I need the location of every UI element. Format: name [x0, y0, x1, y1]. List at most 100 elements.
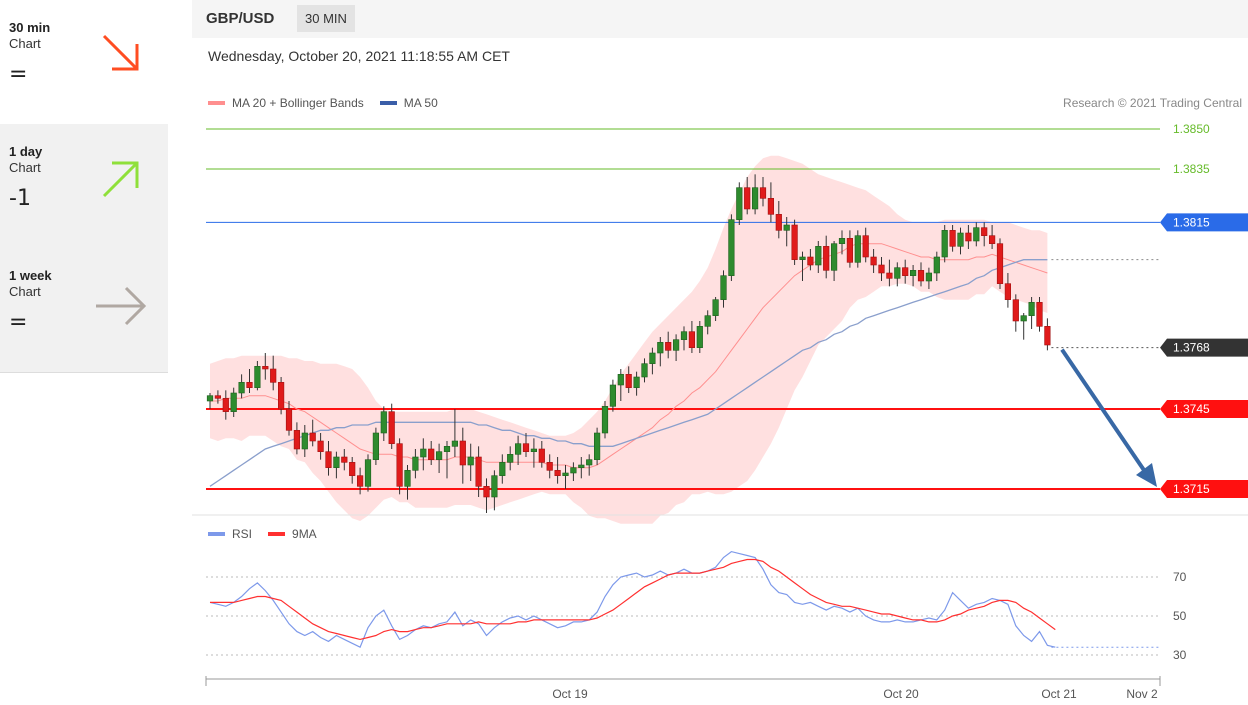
- candle: [807, 256, 814, 266]
- candle: [341, 456, 348, 463]
- forecast-arrow: [1060, 348, 1152, 481]
- signal-label: Chart: [9, 160, 41, 175]
- candle: [799, 256, 806, 260]
- candle: [981, 227, 988, 236]
- candle: [791, 224, 798, 260]
- timeframe-badge[interactable]: 30 MIN: [297, 5, 355, 32]
- candle: [696, 326, 703, 348]
- candle: [823, 246, 830, 271]
- candle: [356, 475, 364, 487]
- candle: [214, 395, 222, 399]
- candle: [317, 440, 324, 452]
- candle: [783, 224, 790, 231]
- candle: [538, 448, 545, 463]
- candle: [578, 464, 585, 468]
- candle: [285, 408, 293, 431]
- candle: [451, 440, 459, 447]
- candle: [467, 456, 474, 466]
- x-tick-label: Oct 20: [883, 687, 919, 701]
- signal-card-1week[interactable]: 1 week Chart =: [0, 248, 168, 373]
- candle: [846, 238, 853, 263]
- legend-ma50[interactable]: MA 50: [379, 96, 438, 110]
- candle: [522, 443, 530, 452]
- candle: [601, 406, 609, 434]
- candle: [435, 451, 443, 460]
- candle: [254, 366, 261, 388]
- candle: [514, 443, 522, 455]
- candle: [704, 315, 711, 327]
- arrow-right-icon: [96, 286, 147, 326]
- candles-group: [206, 174, 1051, 513]
- candle: [380, 411, 387, 434]
- candle: [617, 374, 624, 386]
- legend-bb[interactable]: MA 20 + Bollinger Bands: [208, 96, 364, 110]
- candle: [965, 232, 972, 242]
- candle: [562, 472, 569, 476]
- candle: [459, 440, 466, 466]
- candle: [570, 467, 577, 474]
- last-price-tag: [1160, 338, 1248, 357]
- candle: [1012, 299, 1019, 322]
- candle: [507, 454, 514, 463]
- level-label: 1.3745: [1173, 402, 1210, 416]
- candle: [396, 443, 403, 487]
- candle: [862, 235, 869, 258]
- candle: [957, 232, 964, 247]
- candle: [925, 272, 932, 282]
- rsi-tick-label: 50: [1173, 609, 1187, 623]
- signal-label: Chart: [9, 284, 41, 299]
- candle: [657, 342, 664, 354]
- candle: [443, 446, 451, 452]
- arrow-up-right-icon: [102, 161, 139, 198]
- candle: [649, 352, 656, 364]
- research-credit: Research © 2021 Trading Central: [1063, 96, 1242, 110]
- candle: [988, 235, 996, 244]
- x-tick-label: Oct 21: [1041, 687, 1077, 701]
- candle: [996, 243, 1004, 284]
- currency-pair: GBP/USD: [206, 10, 275, 27]
- candle: [546, 462, 553, 471]
- arrow-down-right-icon: [102, 34, 139, 71]
- level-label: 1.3835: [1173, 162, 1210, 176]
- candle: [712, 299, 719, 316]
- candle: [1036, 302, 1043, 327]
- candle: [720, 275, 727, 300]
- candle: [499, 462, 506, 476]
- candle: [293, 430, 301, 450]
- candle: [886, 272, 893, 279]
- signal-period: 30 min: [9, 20, 51, 35]
- candle: [830, 243, 838, 271]
- candle: [404, 470, 411, 487]
- signal-period: 1 week: [9, 268, 52, 283]
- candle: [309, 432, 316, 442]
- signal-score: -1: [9, 186, 31, 211]
- candle: [1028, 302, 1035, 316]
- level-tag: [1160, 213, 1248, 232]
- candle: [680, 331, 688, 340]
- level-label: 1.3850: [1173, 122, 1210, 136]
- candle: [767, 198, 774, 215]
- candle: [941, 230, 948, 258]
- candle: [491, 475, 498, 498]
- candle: [838, 238, 846, 244]
- signal-score: =: [9, 62, 28, 87]
- legend-bb-label: MA 20 + Bollinger Bands: [232, 96, 364, 110]
- signal-label: Chart: [9, 36, 41, 51]
- candle: [870, 256, 877, 266]
- candle: [349, 462, 356, 476]
- legend-ma9[interactable]: 9MA: [268, 527, 317, 541]
- candle: [475, 456, 482, 487]
- candle: [388, 411, 395, 444]
- ma20-line: [210, 243, 1048, 469]
- legend-rsi-label: RSI: [232, 527, 253, 541]
- x-tick-label: Oct 19: [552, 687, 588, 701]
- candle: [902, 267, 909, 276]
- legend-rsi[interactable]: RSI: [208, 527, 252, 541]
- candle: [672, 339, 680, 351]
- candle: [262, 366, 269, 370]
- legend-ma50-label: MA 50: [403, 96, 438, 110]
- candle: [878, 264, 885, 274]
- signal-score: =: [9, 310, 28, 335]
- candle: [325, 451, 332, 468]
